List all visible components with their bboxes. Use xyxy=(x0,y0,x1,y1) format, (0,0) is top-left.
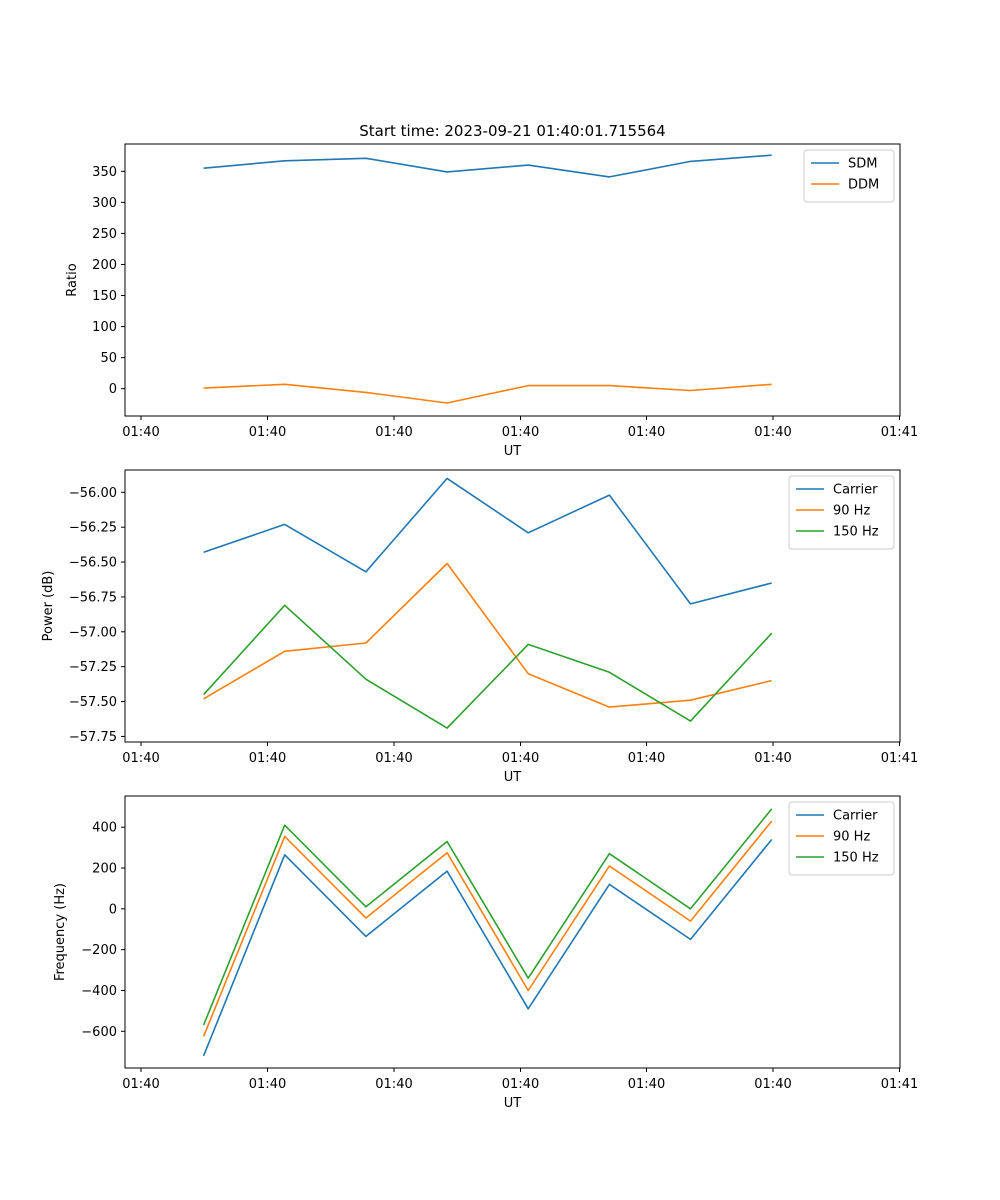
x-tick-label: 01:40 xyxy=(122,425,159,440)
legend-label: Carrier xyxy=(833,809,878,824)
x-tick-label: 01:40 xyxy=(122,1077,159,1092)
legend-label: 90 Hz xyxy=(833,830,870,845)
x-tick-label: 01:40 xyxy=(249,425,286,440)
x-tick-label: 01:40 xyxy=(754,1077,791,1092)
y-tick-label: 0 xyxy=(109,902,117,917)
legend-label: DDM xyxy=(848,178,879,193)
series-line-carrier xyxy=(202,838,773,1057)
x-tick-label: 01:40 xyxy=(628,751,665,766)
y-tick-label: 100 xyxy=(92,320,117,335)
x-tick-label: 01:40 xyxy=(375,751,412,766)
x-axis-label: UT xyxy=(504,1096,522,1111)
series-line-150-hz xyxy=(203,604,773,729)
y-tick-label: −57.25 xyxy=(69,660,117,675)
series-line-90-hz xyxy=(202,820,773,1037)
y-tick-label: −56.00 xyxy=(69,486,117,501)
x-tick-label: 01:40 xyxy=(502,1077,539,1092)
y-tick-label: −57.00 xyxy=(69,625,117,640)
chart-panel-2: 01:40 01:40 01:40 01:40 01:40 01:40 01:41 −57.7… xyxy=(41,469,918,785)
y-tick-label: 50 xyxy=(100,351,117,366)
y-tick-label: 0 xyxy=(109,382,117,397)
y-tick-label: −56.25 xyxy=(69,521,117,536)
legend-label: 90 Hz xyxy=(833,504,870,519)
y-tick-label: 150 xyxy=(92,289,117,304)
x-tick-label: 01:41 xyxy=(881,1077,918,1092)
legend-label: 150 Hz xyxy=(833,525,879,540)
y-axis-label: Frequency (Hz) xyxy=(53,883,68,981)
x-tick-label: 01:40 xyxy=(754,751,791,766)
x-tick-label: 01:40 xyxy=(249,1077,286,1092)
y-axis-label: Power (dB) xyxy=(41,571,56,642)
y-tick-label: −57.75 xyxy=(69,730,117,745)
y-tick-label: −400 xyxy=(81,984,117,999)
y-tick-label: 200 xyxy=(92,862,117,877)
series-line-150-hz xyxy=(202,808,773,1026)
x-tick-label: 01:40 xyxy=(249,751,286,766)
x-tick-label: 01:40 xyxy=(628,1077,665,1092)
x-axis-label: UT xyxy=(504,770,522,785)
x-tick-label: 01:41 xyxy=(881,425,918,440)
y-tick-label: 350 xyxy=(92,165,117,180)
legend-label: 150 Hz xyxy=(833,851,879,866)
y-tick-label: 250 xyxy=(92,227,117,242)
x-tick-label: 01:40 xyxy=(375,425,412,440)
x-tick-label: 01:40 xyxy=(628,425,665,440)
x-tick-label: 01:40 xyxy=(502,751,539,766)
y-tick-label: −600 xyxy=(81,1025,117,1040)
chart-title: Start time: 2023-09-21 01:40:01.715564 xyxy=(359,122,665,140)
legend: Carrier 90 Hz 150 Hz xyxy=(788,801,895,876)
x-tick-label: 01:40 xyxy=(754,425,791,440)
x-tick-label: 01:40 xyxy=(122,751,159,766)
axes-frame xyxy=(124,469,901,743)
y-tick-label: −57.50 xyxy=(69,695,117,710)
y-axis-label: Ratio xyxy=(65,263,80,296)
y-tick-label: −56.50 xyxy=(69,556,117,571)
y-tick-label: −200 xyxy=(81,943,117,958)
axes-frame xyxy=(124,795,901,1069)
x-tick-label: 01:41 xyxy=(881,751,918,766)
y-tick-label: −56.75 xyxy=(69,590,117,605)
y-tick-label: 400 xyxy=(92,821,117,836)
chart-panel-1: 01:40 01:40 01:40 01:40 01:40 01:40 01:41 0 50 10… xyxy=(65,143,918,459)
y-tick-label: 300 xyxy=(92,196,117,211)
chart-panel-3: 01:40 01:40 01:40 01:40 01:40 01:40 01:41 −600 −… xyxy=(53,795,918,1111)
x-axis-label: UT xyxy=(504,444,522,459)
y-tick-label: 200 xyxy=(92,258,117,273)
legend-label: SDM xyxy=(848,157,877,172)
legend: Carrier 90 Hz 150 Hz xyxy=(788,475,895,550)
axes-frame xyxy=(124,143,901,417)
series-line-ddm xyxy=(203,383,772,404)
series-line-sdm xyxy=(203,154,772,178)
legend-label: Carrier xyxy=(833,483,878,498)
legend: SDM DDM xyxy=(803,149,895,203)
series-line-90-hz xyxy=(203,562,772,708)
series-line-carrier xyxy=(203,477,772,605)
x-tick-label: 01:40 xyxy=(502,425,539,440)
x-tick-label: 01:40 xyxy=(375,1077,412,1092)
